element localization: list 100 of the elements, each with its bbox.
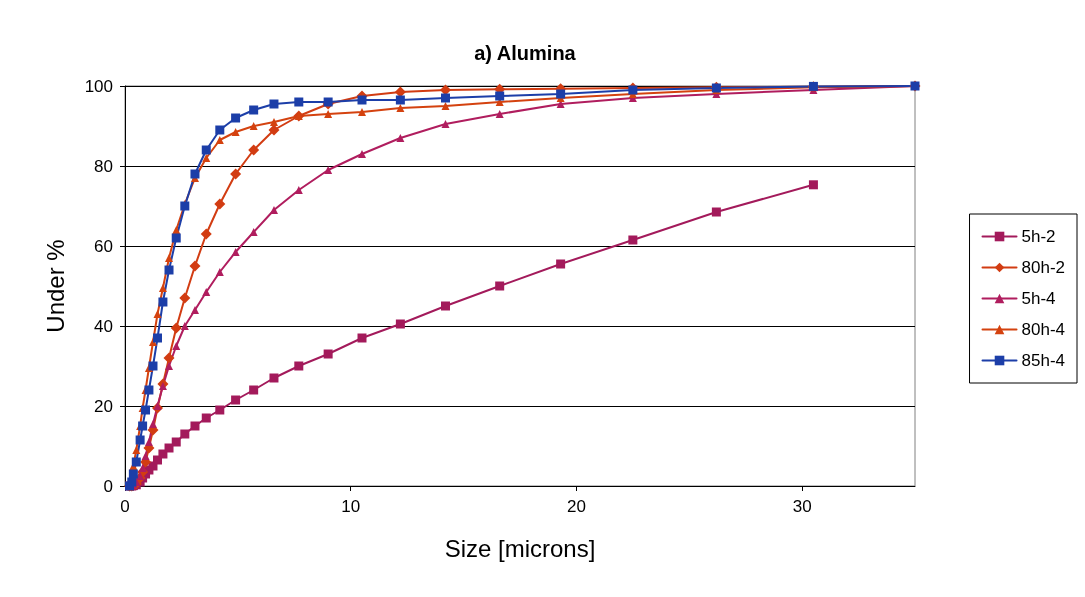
point <box>441 102 450 110</box>
point <box>164 443 174 453</box>
point <box>324 110 333 118</box>
point <box>171 437 181 447</box>
point <box>249 228 258 236</box>
point <box>214 198 226 210</box>
point <box>441 301 451 311</box>
point <box>395 319 405 329</box>
point <box>201 145 211 155</box>
point <box>172 342 181 350</box>
point <box>556 259 566 269</box>
point <box>158 297 168 307</box>
point <box>357 333 367 343</box>
point <box>441 120 450 128</box>
x-tick-label: 30 <box>792 497 812 516</box>
point <box>495 91 505 101</box>
x-tick-label: 10 <box>341 497 361 516</box>
point <box>357 95 367 105</box>
point <box>200 228 212 240</box>
y-tick-label: 20 <box>94 396 113 416</box>
x-tick-label: 20 <box>566 497 586 516</box>
point <box>231 248 240 256</box>
point <box>269 373 279 383</box>
point <box>215 136 224 144</box>
point <box>495 110 504 118</box>
point <box>248 144 260 156</box>
point <box>269 99 279 109</box>
point <box>215 405 225 415</box>
point <box>163 352 175 364</box>
point <box>294 361 304 371</box>
legend-label: 80h-4 <box>1021 320 1065 339</box>
point <box>138 464 147 472</box>
point <box>202 154 211 162</box>
point <box>135 435 145 445</box>
point <box>231 395 241 405</box>
point <box>128 469 138 479</box>
point <box>323 349 333 359</box>
point <box>148 361 158 371</box>
y-tick-label: 80 <box>94 156 113 176</box>
point <box>141 452 150 460</box>
legend-label: 85h-4 <box>1021 351 1065 370</box>
point <box>190 306 199 314</box>
point <box>395 95 405 105</box>
point <box>190 421 200 431</box>
point <box>230 168 242 180</box>
point <box>141 405 151 415</box>
point <box>165 254 174 262</box>
point <box>231 128 240 136</box>
point <box>158 382 167 390</box>
point <box>249 385 259 395</box>
y-tick-label: 100 <box>84 76 113 96</box>
point <box>190 169 200 179</box>
point <box>249 122 258 130</box>
point <box>324 166 333 174</box>
chart-title: a) Alumina <box>474 42 577 64</box>
point <box>158 449 168 459</box>
x-axis-title: Size [microns] <box>444 534 596 562</box>
point <box>144 438 153 446</box>
y-tick-label: 0 <box>103 476 113 496</box>
point <box>164 265 174 275</box>
point <box>180 322 189 330</box>
point <box>148 420 157 428</box>
point <box>215 268 224 276</box>
point <box>294 97 304 107</box>
point <box>249 105 259 115</box>
point <box>556 89 566 99</box>
y-tick-label: 40 <box>94 316 113 336</box>
point <box>231 113 241 123</box>
point <box>153 333 162 343</box>
point <box>158 284 167 292</box>
y-axis-title: Under % <box>41 239 69 333</box>
point <box>808 180 818 190</box>
point <box>396 104 405 112</box>
point <box>201 413 211 423</box>
point <box>441 93 451 103</box>
point <box>180 429 190 439</box>
point <box>172 226 181 234</box>
x-tick-label: 0 <box>120 497 130 516</box>
point <box>202 288 211 296</box>
point <box>269 206 278 214</box>
point <box>153 402 162 410</box>
y-tick-label: 60 <box>94 236 113 256</box>
legend-label: 80h-2 <box>1021 258 1065 277</box>
point <box>171 233 181 243</box>
point <box>131 457 141 467</box>
point <box>179 292 191 304</box>
legend-label: 5h-2 <box>1021 227 1056 246</box>
point <box>358 108 366 116</box>
point <box>495 281 505 291</box>
point <box>711 207 721 217</box>
point <box>132 446 141 454</box>
point <box>170 322 182 334</box>
point <box>189 260 201 272</box>
point <box>358 150 366 158</box>
point <box>165 362 174 370</box>
legend-label: 5h-4 <box>1021 289 1056 308</box>
point <box>269 118 278 126</box>
point <box>396 134 405 142</box>
point <box>144 385 154 395</box>
point <box>215 125 225 135</box>
